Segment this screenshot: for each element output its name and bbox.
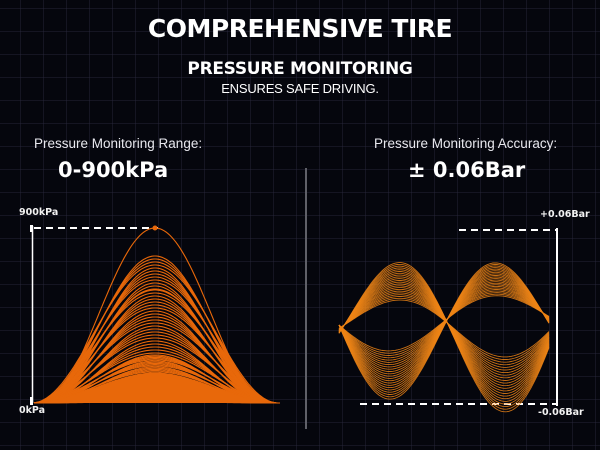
accuracy-max-label: +0.06Bar: [540, 209, 590, 220]
range-label: Pressure Monitoring Range:: [34, 136, 203, 151]
range-value: 0-900kPa: [58, 158, 169, 182]
tagline: ENSURES SAFE DRIVING.: [221, 81, 379, 96]
headline-subtitle: PRESSURE MONITORING: [187, 59, 413, 79]
panel-divider: [305, 168, 307, 429]
axis-min-label: 0kPa: [19, 405, 46, 416]
accuracy-min-label: -0.06Bar: [538, 407, 584, 418]
headline-title: COMPREHENSIVE TIRE: [147, 14, 453, 43]
accuracy-label: Pressure Monitoring Accuracy:: [374, 136, 558, 151]
axis-max-label: 900kPa: [19, 207, 59, 218]
accuracy-value: ± 0.06Bar: [408, 158, 526, 182]
